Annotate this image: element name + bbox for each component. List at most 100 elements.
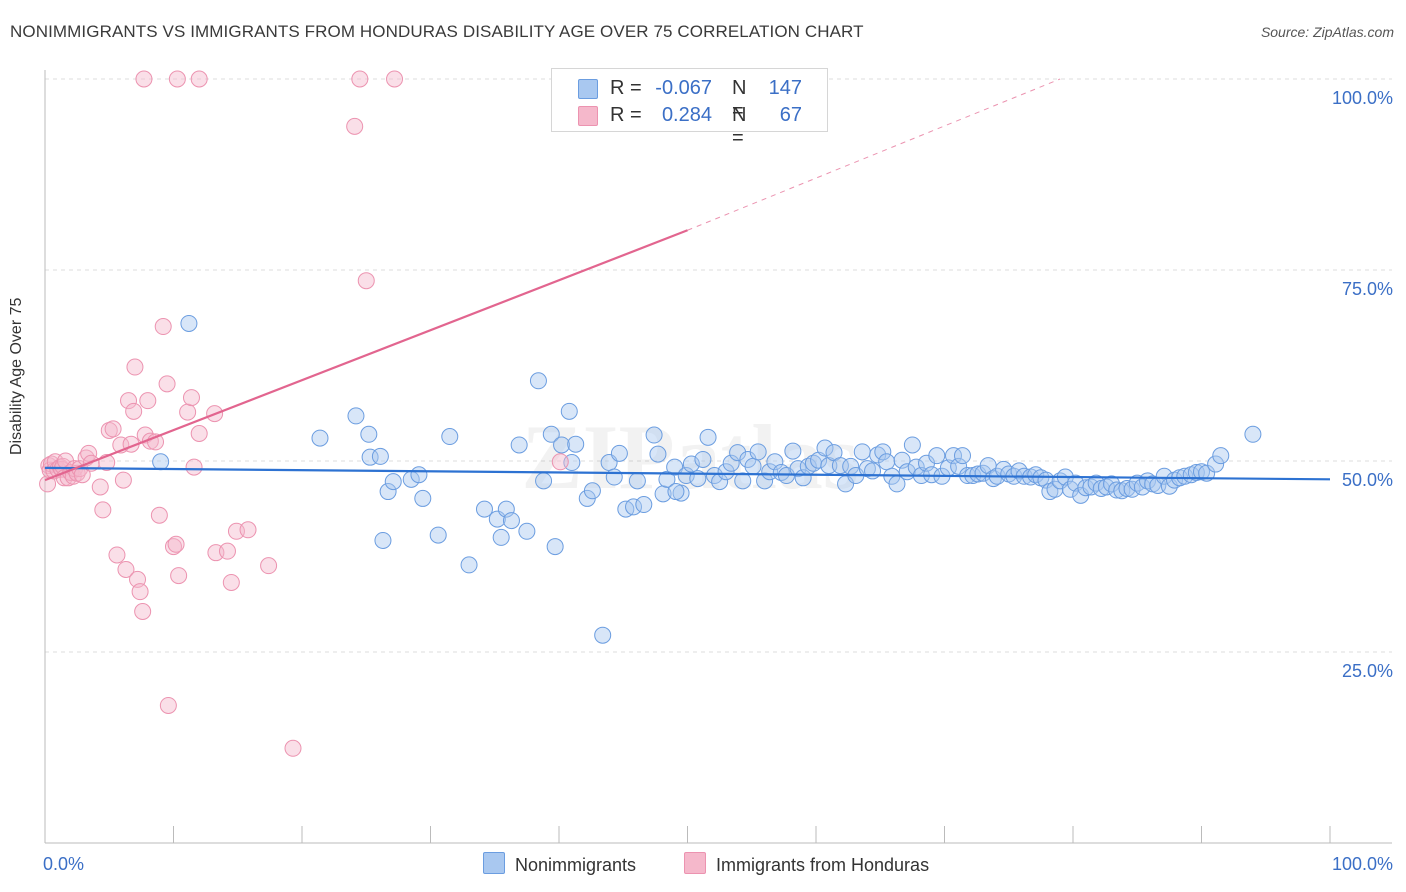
data-point [953,447,971,465]
stats-legend: R = -0.067 N = 147 R = 0.284 N = 67 [551,68,828,149]
bottom-legend-swatch-pink [684,852,706,874]
data-point [1077,479,1095,497]
data-point [666,458,684,476]
data-point [744,457,762,475]
data-point [699,428,717,446]
data-point [239,521,257,539]
data-point [222,573,240,591]
data-point [346,117,364,135]
data-point [429,526,447,544]
bottom-legend-label: Immigrants from Honduras [716,855,930,875]
x-tick-label: 100.0% [1332,854,1393,874]
data-point [135,70,153,88]
data-point [1244,425,1262,443]
data-point [756,472,774,490]
data-point [628,472,646,490]
trend-line-honduras [44,229,688,482]
data-point [379,483,397,501]
honduras-points [39,70,569,757]
data-point [190,70,208,88]
data-point [114,471,132,489]
data-point [441,428,459,446]
data-point [869,446,887,464]
x-tick-label: 0.0% [43,854,84,874]
data-point [853,443,871,461]
legend-r-label: R = [610,104,642,126]
y-tick-label: 100.0% [1332,88,1393,108]
data-point [125,402,143,420]
data-point [729,444,747,462]
data-point [374,531,392,549]
data-point [168,70,186,88]
data-point [492,528,510,546]
source-label: Source: ZipAtlas.com [1260,24,1394,40]
data-point [80,444,98,462]
data-point [535,472,553,490]
data-point [190,424,208,442]
data-point [518,522,536,540]
bottom-legend-honduras: Immigrants from Honduras [684,852,929,876]
data-point [874,443,892,461]
chart-title: NONIMMIGRANTS VS IMMIGRANTS FROM HONDURA… [10,22,864,41]
y-tick-label: 25.0% [1342,661,1393,681]
y-tick-label: 50.0% [1342,470,1393,490]
data-point [117,560,135,578]
data-point [903,436,921,454]
data-point [91,478,109,496]
data-point [179,403,197,421]
legend-r-value: -0.067 [655,77,712,99]
data-point [502,512,520,530]
data-point [1046,480,1064,498]
data-point [816,439,834,457]
data-point [950,457,968,475]
legend-n-label: N = [732,104,747,149]
data-point [722,454,740,472]
data-point [784,442,802,460]
data-point [749,443,767,461]
data-point [371,447,389,465]
data-point [546,538,564,556]
data-point [553,436,571,454]
data-point [789,460,807,478]
data-point [218,542,236,560]
data-point [347,407,365,425]
data-point [311,429,329,447]
data-point [182,389,200,407]
data-point [649,445,667,463]
data-point [610,444,628,462]
trend-line-honduras-extension [687,78,1061,231]
data-point [734,472,752,490]
data-point [386,70,404,88]
data-point [928,447,946,465]
data-point [180,314,198,332]
data-point [260,557,278,575]
data-point [1087,474,1105,492]
data-point [414,489,432,507]
legend-n-label: N = [732,77,747,122]
data-point [134,603,152,621]
data-point [551,453,569,471]
bottom-legend-nonimmigrants: Nonimmigrants [483,852,636,876]
nonimmigrants-points [152,314,1262,644]
data-point [1207,455,1225,473]
data-point [864,462,882,480]
data-point [635,496,653,514]
legend-swatch-pink [578,106,598,126]
data-point [284,739,302,757]
data-point [583,482,601,500]
y-tick-label: 75.0% [1342,279,1393,299]
data-point [667,483,685,501]
data-point [475,500,493,518]
data-point [139,392,157,410]
data-point [170,567,188,585]
data-point [766,453,784,471]
data-point [108,546,126,564]
data-point [605,468,623,486]
legend-n-value: 67 [779,104,802,126]
data-point [384,473,402,491]
data-point [542,425,560,443]
data-point [158,375,176,393]
data-point [94,501,112,519]
data-point [772,463,790,481]
